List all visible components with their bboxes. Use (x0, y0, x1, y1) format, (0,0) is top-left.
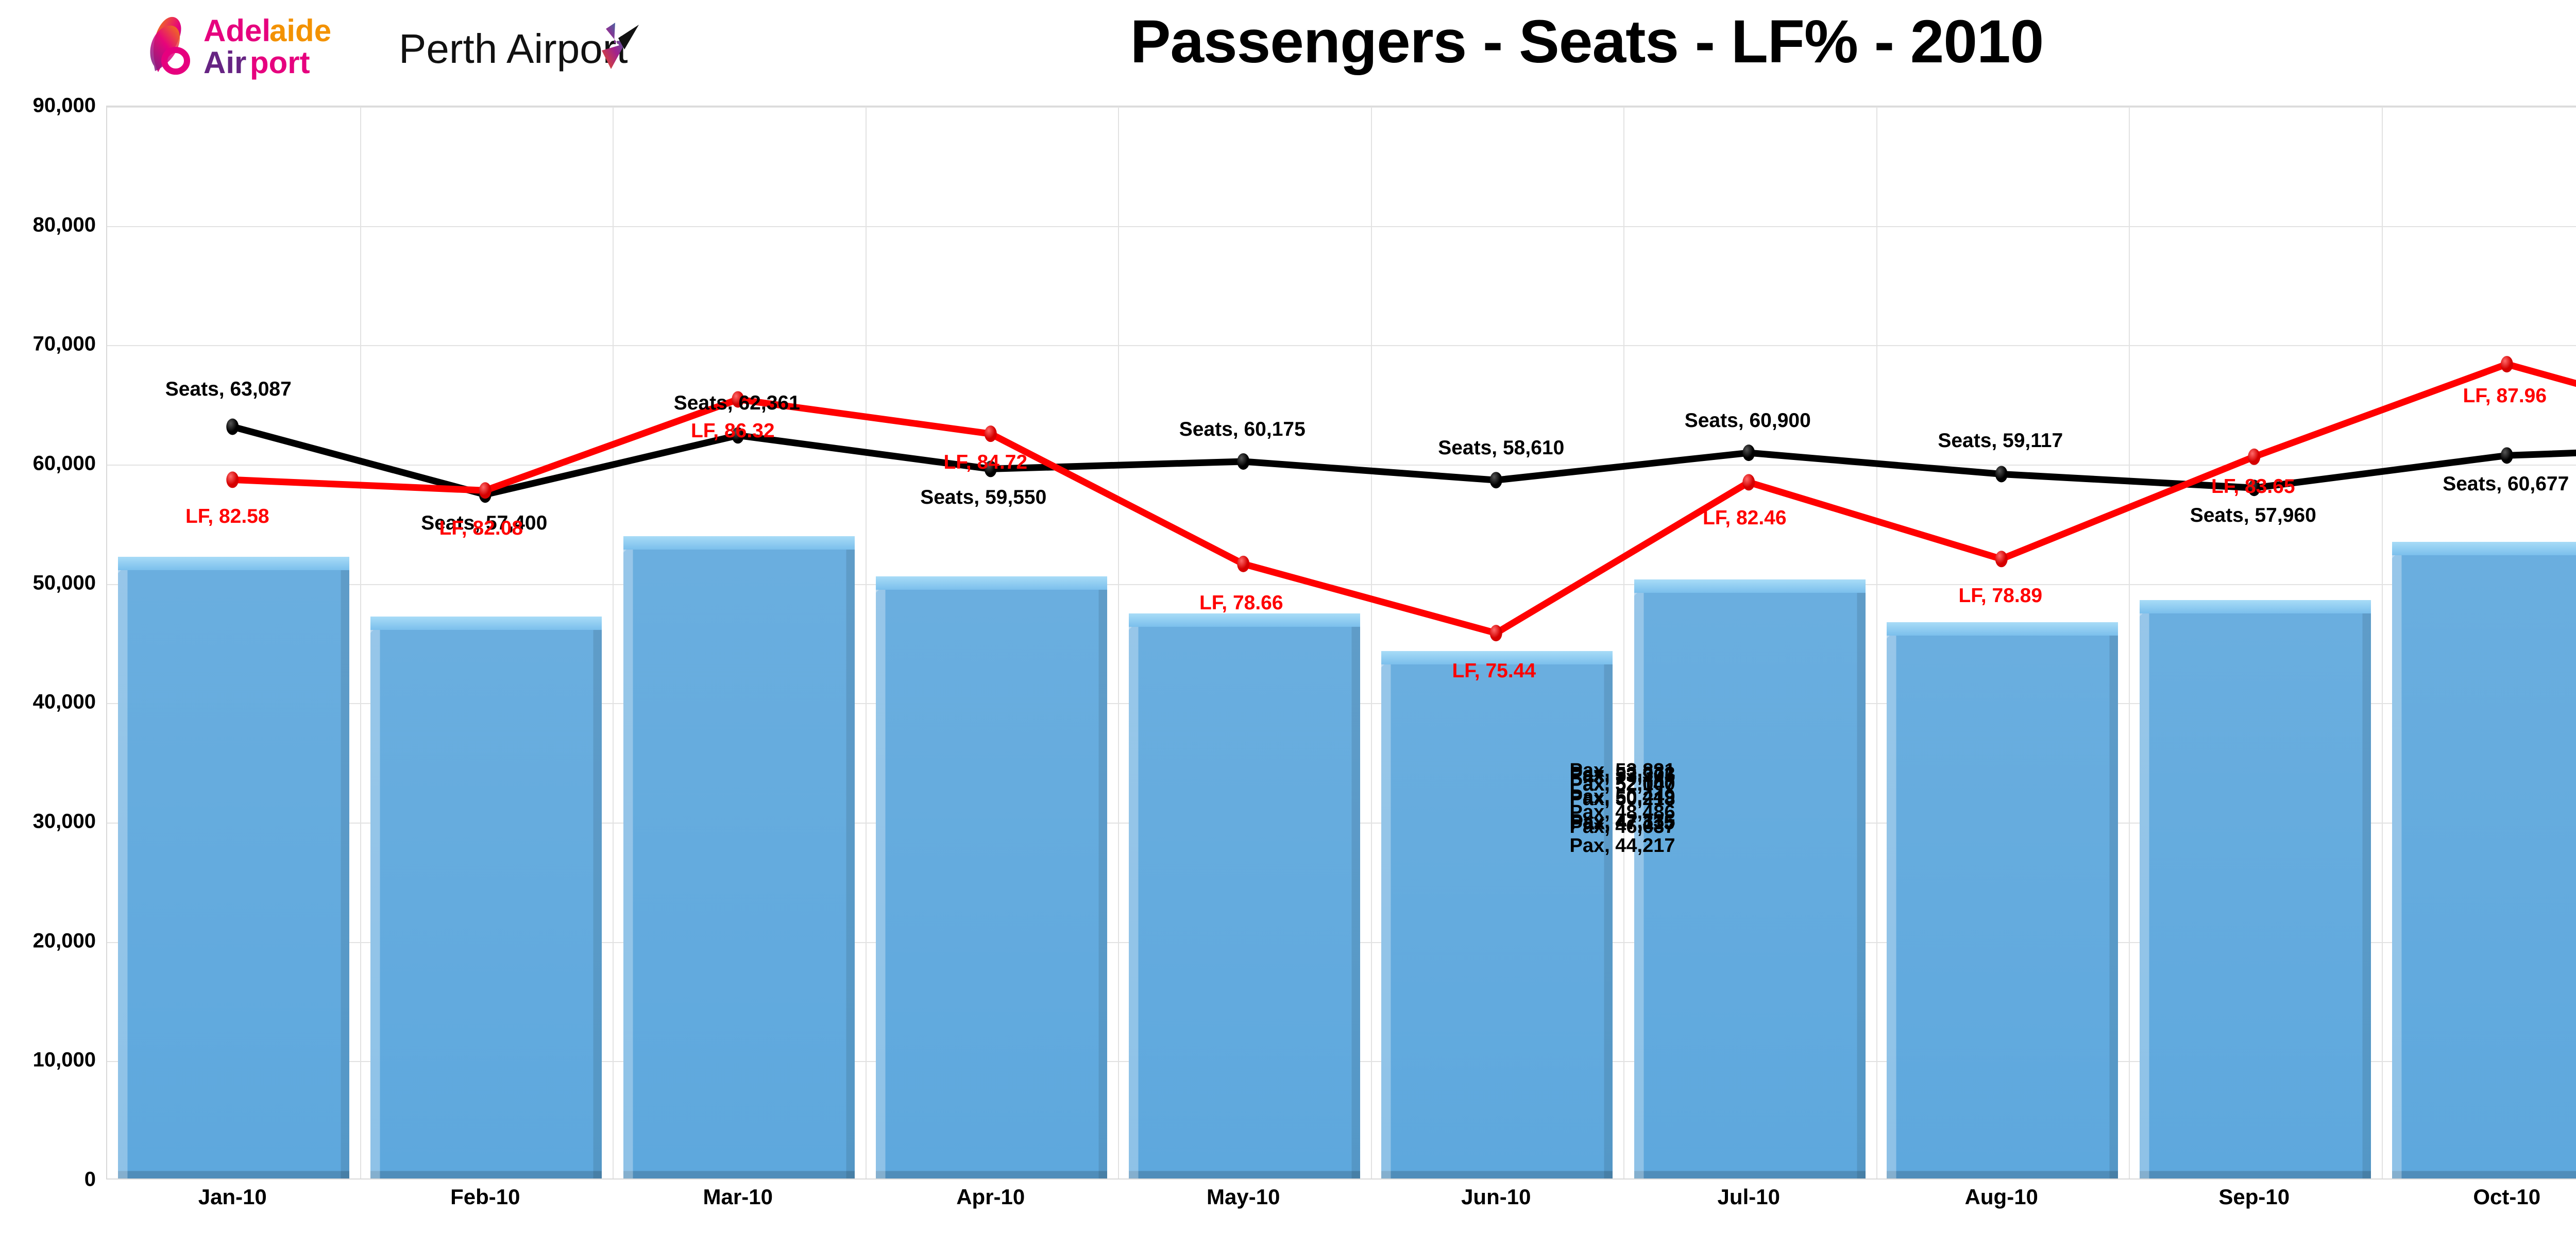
bar-pax[interactable] (117, 557, 349, 1178)
lf-value-label: LF, 86.32 (690, 420, 775, 442)
y-axis-left-tick: 60,000 (32, 452, 96, 475)
seats-value-label: Seats, 60,677 (2443, 473, 2569, 495)
x-axis-tick: Jan-10 (198, 1185, 267, 1209)
seats-value-label: Seats, 59,117 (1938, 430, 2063, 452)
bar-bevel (2392, 541, 2576, 1178)
x-axis-tick: Sep-10 (2218, 1185, 2290, 1209)
gridline-vertical (865, 107, 867, 1178)
bar-bevel (1381, 651, 1613, 1178)
y-axis-left: 0 10,000 20,000 30,000 40,000 50,000 60,000 70,… (0, 0, 101, 1248)
gridline-vertical (2129, 107, 2130, 1178)
bar-pax[interactable] (370, 616, 602, 1178)
lf-value-label: LF, 84.72 (943, 451, 1028, 474)
y-axis-left-tick: 20,000 (32, 929, 96, 952)
lf-value-label: LF, 87.96 (2463, 385, 2547, 407)
lf-value-label: LF, 83.65 (2211, 475, 2295, 498)
bar-pax[interactable] (2392, 541, 2576, 1178)
bar-bevel (2139, 600, 2371, 1178)
x-axis-tick: May-10 (1207, 1185, 1280, 1209)
y-axis-left-tick: 90,000 (32, 94, 96, 117)
x-axis: Jan-10 Feb-10 Mar-10 Apr-10 May-10 Jun-10 Jul-… (106, 1185, 2576, 1231)
bar-value-label: Pax, 53,373 (1569, 763, 1675, 785)
y-axis-left-tick: 50,000 (32, 571, 96, 594)
page-title: Passengers - Seats - LF% - 2010 (1130, 8, 2044, 76)
lf-value-label: LF, 78.89 (1958, 585, 2043, 607)
gridline-horizontal (107, 465, 2576, 466)
svg-text:aide: aide (269, 13, 331, 48)
bar-bevel (370, 616, 602, 1178)
lf-value-label: LF, 78.66 (1199, 591, 1283, 614)
bar-value-label: Pax, 52,047 (1569, 774, 1675, 796)
y-axis-left-tick: 70,000 (32, 332, 96, 355)
perth-airport-logo: Perth Airport (397, 20, 665, 76)
lf-value-label: LF, 82.58 (185, 505, 269, 528)
bar-value-label: Pax, 44,217 (1569, 835, 1675, 857)
bar-pax[interactable] (876, 576, 1108, 1178)
gridline-horizontal (107, 584, 2576, 585)
seats-value-label: Seats, 62,361 (673, 392, 800, 415)
bar-pax[interactable] (2139, 600, 2371, 1178)
lf-value-label: LF, 75.44 (1452, 660, 1536, 682)
gridline-vertical (1623, 107, 1624, 1178)
gridline-horizontal (107, 107, 2576, 108)
seats-value-label: Seats, 63,087 (165, 378, 292, 401)
gridline-vertical (1876, 107, 1877, 1178)
seats-value-label: Seats, 58,610 (1438, 437, 1565, 459)
x-axis-tick: Feb-10 (450, 1185, 520, 1209)
x-axis-tick: Oct-10 (2473, 1185, 2541, 1209)
bar-value-label: Pax, 48,486 (1569, 801, 1675, 824)
chart-header: Adel aide Air port Perth Airport Passeng… (0, 0, 2576, 98)
bar-value-label: Pax, 50,449 (1569, 786, 1675, 808)
y-axis-left-tick: 30,000 (32, 810, 96, 833)
y-axis-left-tick: 0 (84, 1168, 96, 1191)
svg-text:Air: Air (204, 45, 246, 80)
adelaide-airport-logo: Adel aide Air port (131, 9, 389, 81)
svg-text:port: port (250, 45, 310, 80)
gridline-vertical (613, 107, 614, 1178)
x-axis-tick: Aug-10 (1964, 1185, 2038, 1209)
x-axis-tick: Jul-10 (1717, 1185, 1780, 1209)
bar-value-label: Pax, 47,115 (1570, 812, 1675, 834)
gridline-vertical (1370, 107, 1372, 1178)
gridline-horizontal (107, 345, 2576, 347)
bar-pax[interactable] (1128, 613, 1360, 1178)
seats-value-label: Seats, 59,550 (920, 486, 1047, 509)
y-axis-left-tick: 10,000 (32, 1048, 96, 1071)
seats-value-label: Seats, 60,175 (1179, 418, 1306, 440)
seats-value-label: Seats, 60,900 (1684, 409, 1811, 432)
bar-bevel (1128, 613, 1360, 1178)
x-axis-tick: Jun-10 (1461, 1185, 1531, 1209)
bar-pax[interactable] (1634, 579, 1866, 1178)
bar-bevel (1634, 579, 1866, 1178)
bar-value-label: Pax, 53,205 (1569, 764, 1675, 787)
bar-value-label: Pax, 52,100 (1569, 773, 1675, 795)
x-axis-tick: Apr-10 (956, 1185, 1025, 1209)
lf-value-label: LF, 82.46 (1702, 507, 1787, 529)
bar-value-label: Pax, 47,335 (1569, 810, 1675, 832)
y-axis-left-tick: 40,000 (32, 690, 96, 713)
bar-pax[interactable] (1381, 651, 1613, 1178)
svg-text:Perth Airport: Perth Airport (399, 26, 628, 72)
bar-value-label: Pax, 46,637 (1569, 816, 1675, 838)
bar-value-label: Pax, 50,218 (1569, 788, 1675, 810)
bar-bevel (1887, 622, 2119, 1178)
gridline-horizontal (107, 226, 2576, 227)
gridline-vertical (1118, 107, 1119, 1178)
bar-bevel (117, 557, 349, 1178)
bar-bevel (623, 536, 855, 1178)
svg-text:Adel: Adel (204, 13, 270, 48)
bar-value-label: Pax, 53,831 (1569, 760, 1675, 782)
x-axis-tick: Mar-10 (703, 1185, 773, 1209)
lf-value-label: LF, 82.08 (439, 517, 523, 540)
y-axis-left-tick: 80,000 (32, 213, 96, 236)
gridline-vertical (2381, 107, 2383, 1178)
bar-pax[interactable] (1887, 622, 2119, 1178)
gridline-vertical (360, 107, 361, 1178)
bar-pax[interactable] (623, 536, 855, 1178)
bar-bevel (876, 576, 1108, 1178)
seats-value-label: Seats, 57,960 (2190, 504, 2316, 527)
plot-area: Pax, 52,100 Pax, 47,115 Pax, 53,831 Pax, 50… (106, 106, 2576, 1179)
